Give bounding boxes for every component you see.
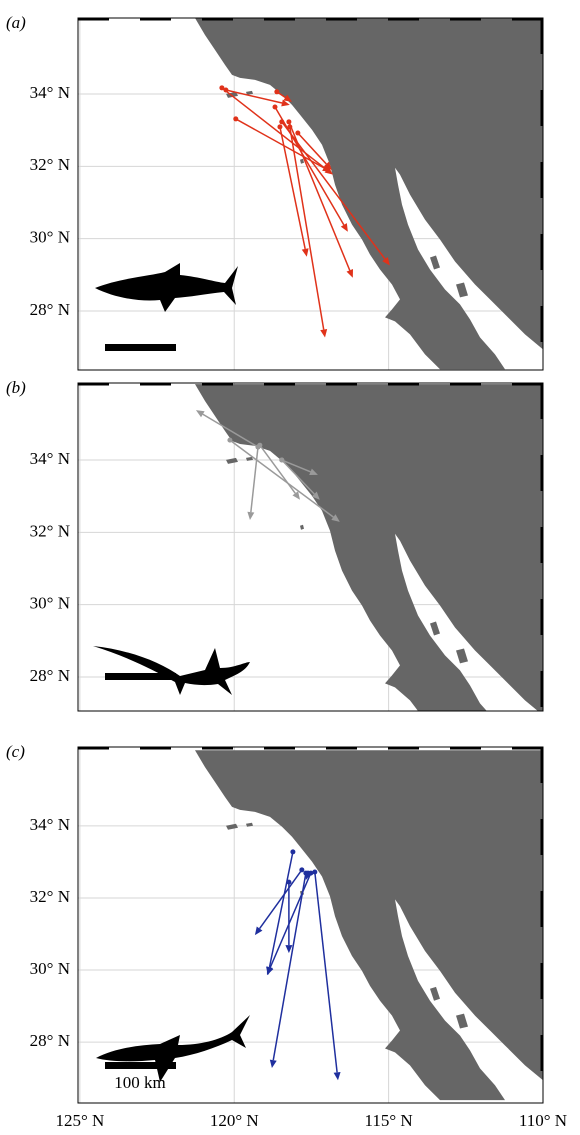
x-tick-label: 115° N bbox=[365, 1111, 413, 1130]
y-tick-label: 34° N bbox=[30, 815, 70, 834]
panel-label: (a) bbox=[6, 13, 26, 32]
track-end bbox=[320, 328, 328, 338]
shark-mako bbox=[95, 263, 238, 312]
y-tick-label: 28° N bbox=[30, 300, 70, 319]
track bbox=[272, 872, 307, 1061]
track bbox=[281, 459, 315, 495]
y-tick-label: 28° N bbox=[30, 1031, 70, 1050]
x-tick-label: 110° N bbox=[519, 1111, 567, 1130]
scale-label: 100 km bbox=[114, 1073, 165, 1092]
map-panel: 34° N 32° N 30° N 28° N (b) bbox=[6, 378, 544, 712]
track bbox=[289, 126, 325, 330]
y-tick-label: 30° N bbox=[30, 228, 70, 247]
track-end bbox=[333, 1071, 341, 1081]
y-tick-label: 30° N bbox=[30, 594, 70, 613]
panel-label: (c) bbox=[6, 742, 25, 761]
track-end bbox=[247, 511, 255, 521]
track bbox=[235, 118, 325, 169]
track-end bbox=[254, 926, 263, 936]
track-start bbox=[223, 87, 229, 93]
track bbox=[274, 106, 345, 226]
panel-label: (b) bbox=[6, 378, 26, 397]
track-end bbox=[304, 871, 312, 880]
shark-blue bbox=[96, 1015, 250, 1082]
track bbox=[259, 444, 296, 494]
track bbox=[202, 413, 259, 448]
track-end bbox=[285, 945, 293, 954]
track-end bbox=[323, 161, 332, 170]
y-tick-label: 32° N bbox=[30, 155, 70, 174]
track-start bbox=[257, 442, 263, 448]
track bbox=[229, 439, 334, 518]
x-tick-label: 120° N bbox=[210, 1111, 259, 1130]
y-tick-label: 34° N bbox=[30, 449, 70, 468]
land bbox=[195, 384, 543, 711]
land bbox=[195, 750, 543, 1101]
track bbox=[269, 872, 312, 969]
y-tick-label: 28° N bbox=[30, 666, 70, 685]
map-body bbox=[78, 383, 543, 711]
track bbox=[221, 87, 328, 171]
shark-thresher bbox=[93, 646, 250, 695]
track-start bbox=[279, 457, 285, 463]
track bbox=[258, 869, 303, 930]
track-start bbox=[272, 104, 278, 110]
track-end bbox=[301, 248, 309, 257]
scale-bar bbox=[105, 344, 176, 351]
track-start bbox=[287, 124, 293, 130]
track-start bbox=[227, 437, 233, 443]
scale-bar bbox=[105, 1062, 176, 1069]
track-end bbox=[340, 223, 348, 232]
track-start bbox=[277, 124, 283, 130]
map-panel: 34° N 32° N 30° N 28° N (c) bbox=[6, 742, 544, 1104]
track-end bbox=[331, 514, 340, 522]
track-end bbox=[382, 256, 390, 266]
y-tick-label: 32° N bbox=[30, 887, 70, 906]
land bbox=[195, 18, 543, 370]
track-end bbox=[266, 966, 274, 976]
y-tick-label: 30° N bbox=[30, 959, 70, 978]
map-body bbox=[78, 747, 543, 1103]
track-end bbox=[292, 491, 301, 500]
scale-bar bbox=[105, 673, 176, 680]
track bbox=[225, 89, 283, 104]
track bbox=[281, 459, 311, 473]
track-start bbox=[286, 879, 292, 885]
track-end bbox=[346, 269, 354, 278]
track-start bbox=[295, 130, 301, 136]
track-end bbox=[283, 94, 292, 102]
track-end bbox=[195, 410, 205, 418]
track bbox=[279, 126, 306, 250]
track-start bbox=[233, 116, 239, 122]
x-tick-label: 125° N bbox=[55, 1111, 104, 1130]
track-start bbox=[290, 849, 296, 855]
y-tick-label: 34° N bbox=[30, 83, 70, 102]
track bbox=[314, 871, 338, 1073]
map-body bbox=[78, 18, 543, 370]
track-end bbox=[269, 1059, 277, 1069]
track bbox=[250, 446, 259, 513]
track-start bbox=[286, 119, 292, 125]
track-end bbox=[309, 468, 318, 476]
track-end bbox=[311, 491, 320, 500]
track-end bbox=[322, 164, 331, 172]
track bbox=[268, 851, 294, 968]
map-panel: 34° N 32° N 30° N 28° N (a) bbox=[6, 13, 544, 371]
track-start bbox=[274, 89, 280, 95]
track bbox=[297, 132, 327, 165]
track bbox=[288, 121, 351, 271]
track-start bbox=[312, 869, 318, 875]
y-tick-label: 32° N bbox=[30, 521, 70, 540]
track-start bbox=[279, 119, 285, 125]
track-start bbox=[219, 85, 225, 91]
track-end bbox=[281, 99, 290, 107]
track-start bbox=[299, 867, 305, 873]
